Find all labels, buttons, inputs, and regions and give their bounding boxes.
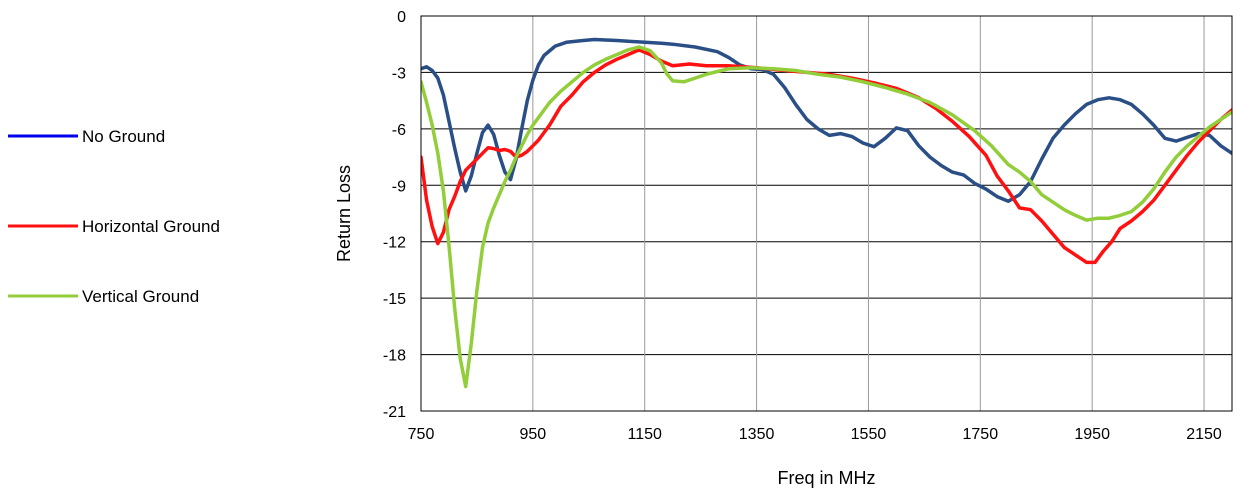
x-tick-label: 1950 — [1074, 426, 1110, 443]
x-tick-label: 1150 — [628, 426, 663, 443]
plot-area-frame — [420, 15, 1233, 412]
x-axis-tick-labels: 750 950 1150 1350 1550 1750 1950 2150 — [408, 426, 1222, 443]
y-tick-label: -3 — [392, 65, 406, 82]
series-layer — [421, 37, 1232, 389]
x-tick-label: 950 — [520, 426, 547, 443]
legend-item-vertical-ground: Vertical Ground — [8, 287, 199, 306]
y-tick-label: -21 — [383, 404, 406, 421]
y-tick-label: 0 — [397, 9, 406, 26]
legend-label-no-ground: No Ground — [82, 127, 165, 146]
legend-item-horizontal-ground: Horizontal Ground — [8, 217, 220, 236]
y-tick-label: -9 — [392, 178, 406, 195]
series-line-vertical-ground — [421, 45, 1232, 389]
series-line-horizontal-ground — [421, 48, 1232, 265]
x-tick-label: 1750 — [963, 426, 999, 443]
legend-item-no-ground: No Ground — [8, 127, 165, 146]
y-axis-title: Return Loss — [334, 165, 354, 262]
x-tick-label: 2150 — [1186, 426, 1222, 443]
y-tick-label: -18 — [383, 348, 406, 365]
legend-label-vertical-ground: Vertical Ground — [82, 287, 199, 306]
y-tick-label: -15 — [383, 291, 406, 308]
legend-label-horizontal-ground: Horizontal Ground — [82, 217, 220, 236]
series-line-no-ground — [421, 37, 1232, 204]
y-tick-label: -6 — [392, 122, 406, 139]
x-tick-label: 1350 — [739, 426, 775, 443]
y-axis-tick-labels: 0 -3 -6 -9 -12 -15 -18 -21 — [383, 9, 406, 421]
x-axis-title: Freq in MHz — [777, 468, 875, 488]
x-tick-label: 1550 — [851, 426, 887, 443]
y-tick-label: -12 — [383, 235, 406, 252]
x-tick-label: 750 — [408, 426, 435, 443]
legend: No Ground Horizontal Ground Vertical Gro… — [8, 127, 220, 306]
